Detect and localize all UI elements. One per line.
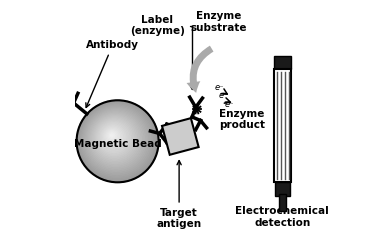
Circle shape	[102, 126, 124, 148]
Circle shape	[107, 131, 118, 142]
Polygon shape	[162, 118, 199, 155]
Circle shape	[111, 134, 113, 137]
Circle shape	[78, 102, 157, 181]
Circle shape	[86, 110, 146, 170]
Bar	[274, 182, 290, 196]
Text: Electrochemical
detection: Electrochemical detection	[236, 206, 329, 228]
Circle shape	[106, 129, 120, 143]
Circle shape	[108, 132, 116, 140]
Circle shape	[94, 118, 135, 159]
Text: e⁻: e⁻	[219, 91, 229, 100]
Circle shape	[95, 119, 134, 157]
Bar	[274, 56, 291, 69]
Circle shape	[105, 128, 121, 145]
Circle shape	[109, 133, 115, 138]
Text: Target
antigen: Target antigen	[156, 161, 201, 229]
Text: Magnetic Bead: Magnetic Bead	[74, 139, 162, 149]
Circle shape	[85, 108, 148, 171]
Circle shape	[76, 100, 159, 182]
Text: Enzyme
substrate: Enzyme substrate	[191, 11, 247, 33]
Circle shape	[99, 122, 129, 152]
FancyArrowPatch shape	[187, 46, 214, 93]
Circle shape	[81, 105, 152, 176]
Circle shape	[101, 125, 126, 149]
Circle shape	[82, 106, 151, 174]
Text: Enzyme
product: Enzyme product	[219, 109, 265, 130]
Text: Antibody: Antibody	[86, 40, 139, 107]
Circle shape	[91, 114, 140, 163]
Circle shape	[88, 112, 143, 167]
Circle shape	[83, 107, 149, 173]
Circle shape	[96, 120, 132, 156]
Circle shape	[100, 124, 127, 151]
Circle shape	[92, 115, 138, 162]
Circle shape	[93, 117, 137, 160]
Circle shape	[98, 121, 131, 154]
Circle shape	[79, 103, 156, 179]
Circle shape	[89, 113, 142, 165]
Circle shape	[103, 127, 123, 146]
Bar	[274, 69, 291, 182]
Circle shape	[87, 111, 145, 168]
Circle shape	[80, 104, 154, 178]
Text: e⁻: e⁻	[225, 101, 234, 110]
Text: e⁻: e⁻	[214, 83, 224, 92]
Text: Label
(enzyme): Label (enzyme)	[130, 15, 194, 89]
Bar	[279, 194, 286, 211]
